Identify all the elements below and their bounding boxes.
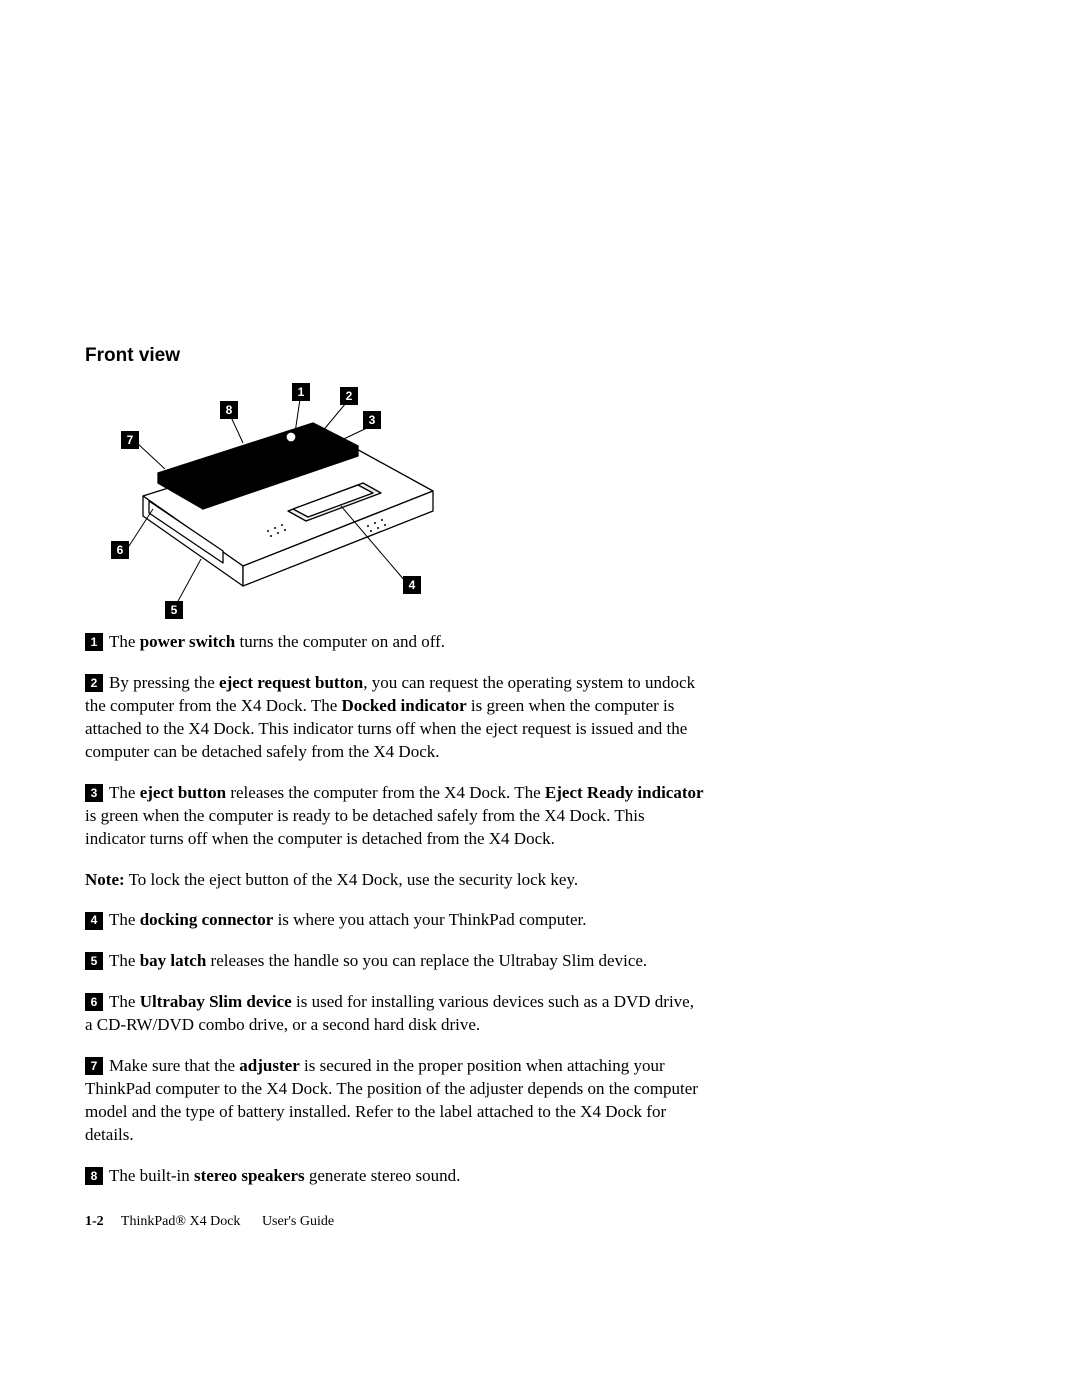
- page-number: 1-2: [85, 1214, 104, 1229]
- item-text: By pressing the eject request button, yo…: [85, 673, 695, 761]
- guide-label: User's Guide: [262, 1214, 334, 1229]
- item-text: The built-in stereo speakers generate st…: [109, 1166, 460, 1185]
- item-number-badge: 1: [85, 633, 103, 651]
- item-5: 5 The bay latch releases the handle so yo…: [85, 950, 705, 973]
- item-text: The docking connector is where you attac…: [109, 910, 587, 929]
- item-7: 7Make sure that the adjuster is secured …: [85, 1055, 705, 1147]
- product-name: ThinkPad® X4 Dock: [121, 1214, 241, 1229]
- item-number-badge: 2: [85, 674, 103, 692]
- item-4: 4 The docking connector is where you atta…: [85, 909, 705, 932]
- item-text: Make sure that the adjuster is secured i…: [85, 1056, 698, 1144]
- item-number-badge: 5: [85, 952, 103, 970]
- front-view-diagram: 1 2 8 3 7 6 4 5: [103, 381, 473, 621]
- item-number-badge: 8: [85, 1167, 103, 1185]
- item-6: 6The Ultrabay Slim device is used for in…: [85, 991, 705, 1037]
- callout-5: 5: [165, 601, 183, 619]
- callout-7: 7: [121, 431, 139, 449]
- callout-3: 3: [363, 411, 381, 429]
- callout-2: 2: [340, 387, 358, 405]
- section-heading: Front view: [85, 345, 705, 367]
- item-text: Note: To lock the eject button of the X4…: [85, 870, 578, 889]
- item-number-badge: 4: [85, 912, 103, 930]
- item-text: The power switch turns the computer on a…: [109, 632, 445, 651]
- item-2: 2By pressing the eject request button, y…: [85, 672, 705, 764]
- item-text: The Ultrabay Slim device is used for ins…: [85, 992, 694, 1034]
- callout-8: 8: [220, 401, 238, 419]
- item-1: 1 The power switch turns the computer on …: [85, 631, 705, 654]
- item-8: 8 The built-in stereo speakers generate s…: [85, 1165, 705, 1188]
- item-3: 3The eject button releases the computer …: [85, 782, 705, 851]
- item-number-badge: 7: [85, 1057, 103, 1075]
- callout-1: 1: [292, 383, 310, 401]
- item-text: The bay latch releases the handle so you…: [109, 951, 647, 970]
- callout-6: 6: [111, 541, 129, 559]
- callout-4: 4: [403, 576, 421, 594]
- item-text: The eject button releases the computer f…: [85, 783, 704, 848]
- item-number-badge: 6: [85, 993, 103, 1011]
- item-number-badge: 3: [85, 784, 103, 802]
- note-paragraph: Note: To lock the eject button of the X4…: [85, 869, 705, 892]
- page-footer: 1-2 ThinkPad® X4 Dock User's Guide: [85, 1214, 334, 1230]
